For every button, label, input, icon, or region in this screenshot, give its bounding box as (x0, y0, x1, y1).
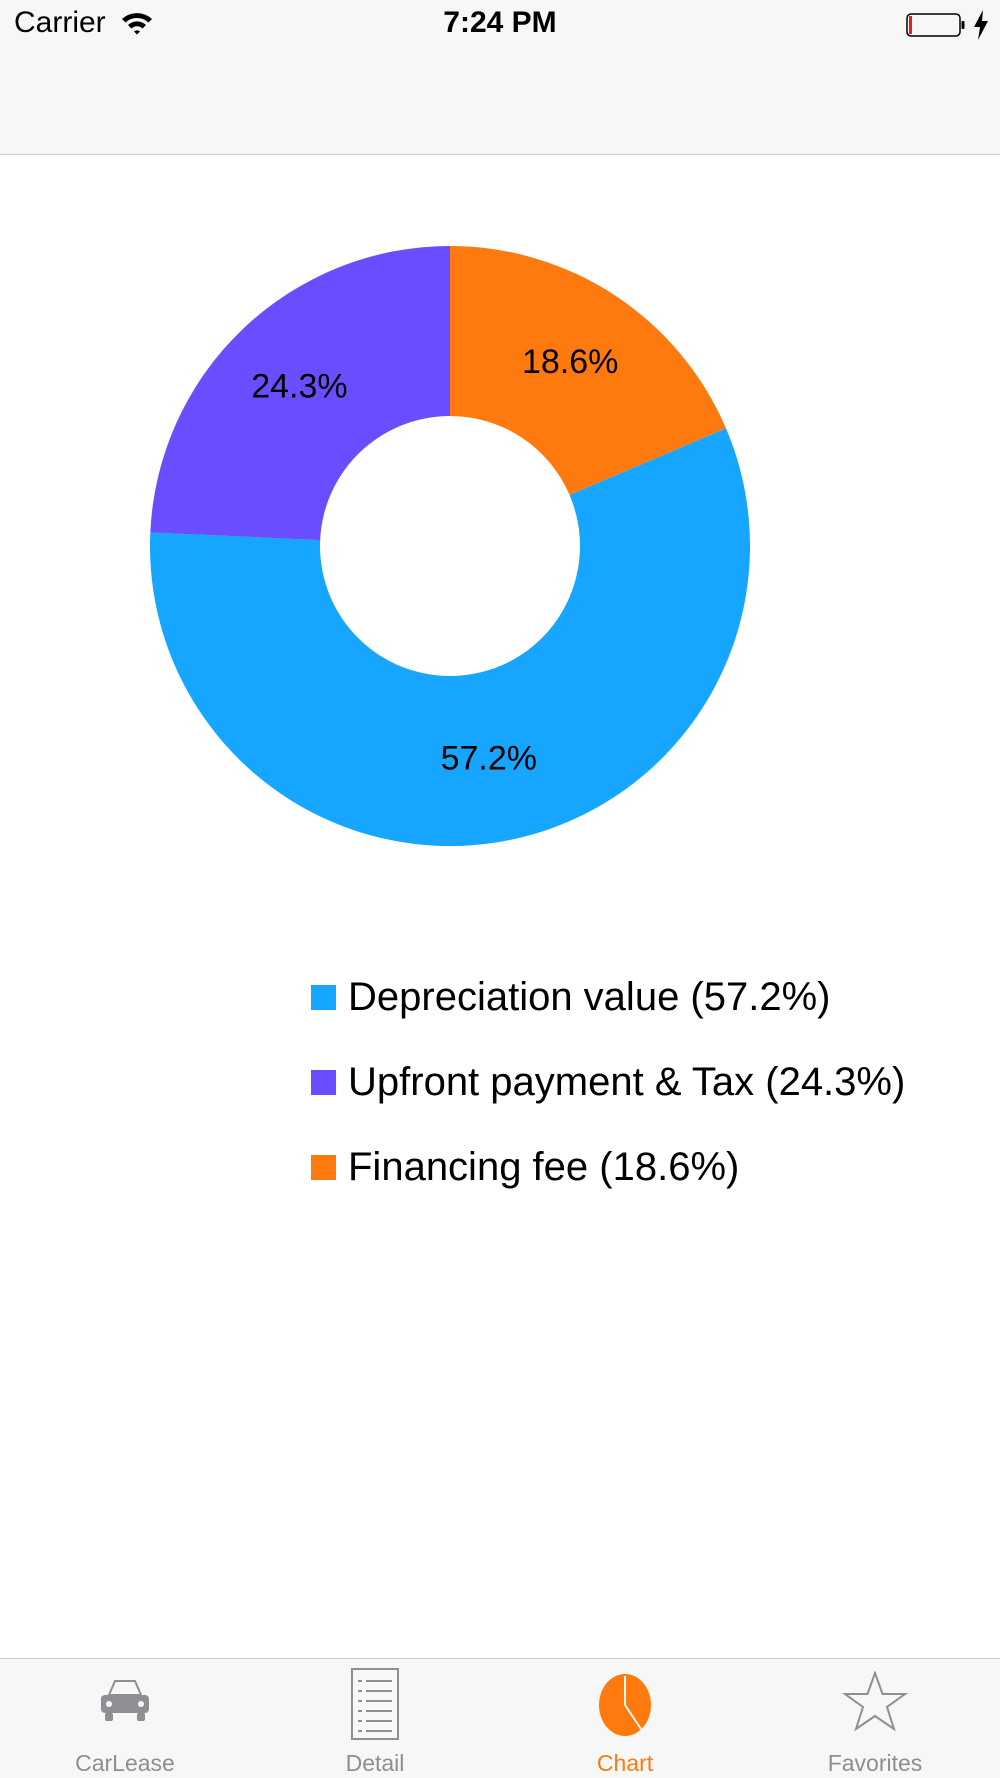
tab-label: Detail (345, 1750, 405, 1776)
donut-slice (150, 428, 751, 846)
tab-label: Favorites (827, 1750, 923, 1776)
legend-item: Depreciation value (57.2%) (311, 955, 905, 1040)
list-icon (351, 1668, 399, 1740)
chart-legend: Depreciation value (57.2%) Upfront paymen… (311, 955, 905, 1210)
pie-chart-icon (599, 1674, 651, 1736)
slice-value-label: 18.6% (522, 343, 618, 381)
tab-detail[interactable]: Detail (250, 1659, 500, 1778)
tab-bar: CarLease Detail Char (0, 1658, 1000, 1778)
star-icon (842, 1671, 908, 1732)
donut-slice (150, 245, 450, 541)
legend-swatch (311, 1070, 336, 1095)
legend-label: Upfront payment & Tax (24.3%) (348, 1060, 906, 1104)
slice-value-label: 57.2% (441, 740, 537, 778)
tab-label: CarLease (75, 1750, 175, 1776)
carrier-label: Carrier (14, 6, 106, 39)
status-time: 7:24 PM (443, 6, 557, 39)
tab-chart[interactable]: Chart (500, 1659, 750, 1778)
donut-chart: 18.6% 57.2% 24.3% (150, 245, 751, 846)
charging-icon (974, 10, 988, 40)
legend-swatch (311, 985, 336, 1010)
tab-carlease[interactable]: CarLease (0, 1659, 250, 1778)
legend-label: Depreciation value (57.2%) (348, 975, 831, 1019)
wifi-icon (122, 13, 152, 35)
battery-icon (906, 13, 965, 37)
donut-slice (450, 246, 726, 495)
legend-swatch (311, 1155, 336, 1180)
legend-item: Financing fee (18.6%) (311, 1125, 905, 1210)
legend-label: Financing fee (18.6%) (348, 1145, 740, 1189)
status-and-nav-bar: Carrier 7:24 PM (0, 0, 1000, 155)
car-icon (101, 1680, 149, 1721)
legend-item: Upfront payment & Tax (24.3%) (311, 1040, 905, 1125)
slice-value-label: 24.3% (251, 367, 347, 405)
tab-favorites[interactable]: Favorites (750, 1659, 1000, 1778)
tab-label: Chart (596, 1750, 654, 1776)
